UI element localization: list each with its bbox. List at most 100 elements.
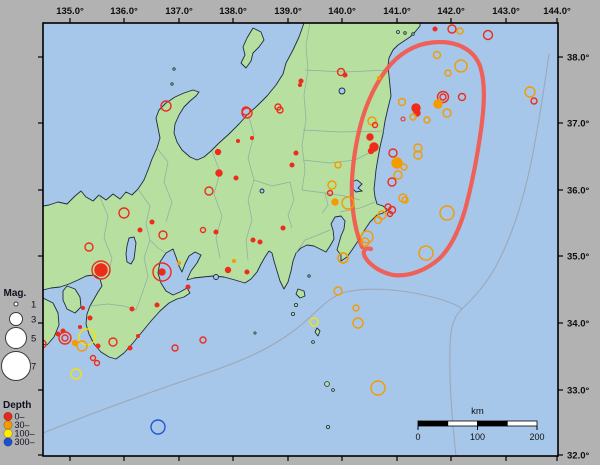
lake xyxy=(125,236,137,265)
epicenter-circle xyxy=(352,304,360,312)
epicenter-circle xyxy=(326,189,334,197)
islet xyxy=(396,30,400,34)
landmass xyxy=(43,23,421,360)
epicenter-circle xyxy=(233,175,239,181)
prefecture-boundary xyxy=(98,194,113,277)
epicenter-circle xyxy=(337,252,349,264)
epicenter-circle xyxy=(444,69,452,77)
prefecture-boundary xyxy=(302,129,385,133)
prefecture-boundaries xyxy=(89,23,389,311)
epicenter-circle xyxy=(249,135,255,141)
epicenter-circle xyxy=(397,97,407,107)
epicenter-circle xyxy=(454,59,468,73)
epicenter-circle xyxy=(366,133,374,141)
earthquake-epicenters xyxy=(43,24,538,435)
map-frame-border xyxy=(42,22,559,457)
epicenter-circle xyxy=(524,86,536,98)
epicenter-circle xyxy=(149,219,155,225)
prefecture-boundary xyxy=(149,239,167,254)
epicenter-circle xyxy=(55,331,61,337)
depth-legend-value: 100– xyxy=(15,429,35,439)
epicenter-circle xyxy=(409,113,417,121)
epicenter-circle xyxy=(224,266,232,274)
longitude-label: 137.0° xyxy=(165,6,193,17)
magnitude-legend-circle xyxy=(13,301,19,307)
islet xyxy=(172,67,176,71)
longitude-label: 144.0° xyxy=(543,6,571,17)
longitude-label: 143.0° xyxy=(492,6,520,17)
epicenter-circle xyxy=(118,207,130,219)
latitude-label: 35.0° xyxy=(567,252,589,263)
epicenter-circle xyxy=(94,263,108,277)
epicenter-circle xyxy=(413,143,423,153)
epicenter-circle xyxy=(398,193,408,203)
map-frame xyxy=(42,22,559,457)
magnitude-legend-value: 3 xyxy=(31,315,36,326)
epicenter-circle xyxy=(442,108,452,118)
islet xyxy=(324,381,330,387)
epicenter-circle xyxy=(447,24,457,34)
epicenter-circle xyxy=(70,368,82,380)
magnitude-legend-value: 7 xyxy=(31,362,36,373)
epicenter-circle xyxy=(439,205,455,221)
scale-bar-tick-label: 100 xyxy=(470,432,485,442)
aftershock-zone-path xyxy=(349,39,486,278)
epicenter-circle xyxy=(433,99,443,109)
epicenter-circle xyxy=(456,27,464,35)
epicenter-circle xyxy=(423,116,431,124)
depth-legend-title: Depth xyxy=(3,400,31,411)
epicenter-circle xyxy=(199,336,207,344)
prefecture-boundary xyxy=(287,181,295,229)
epicenter-circle xyxy=(71,339,79,347)
depth-legend-dot xyxy=(3,437,13,447)
map-canvas[interactable]: km 0 100 200 xyxy=(38,23,558,456)
epicenter-circle xyxy=(250,237,256,243)
epicenter-circle xyxy=(235,138,241,144)
latitude-label: 36.0° xyxy=(567,186,589,197)
latitude-label: 34.0° xyxy=(567,319,589,330)
depth-legend-value: 300– xyxy=(15,437,35,447)
magnitude-legend-value: 1 xyxy=(31,300,36,311)
longitude-label: 136.0° xyxy=(110,6,138,17)
latitude-label: 38.0° xyxy=(567,53,589,64)
epicenter-circle xyxy=(215,169,223,177)
magnitude-legend-title: Mag. xyxy=(4,288,27,299)
trench-lines xyxy=(43,53,550,456)
epicenter-circle xyxy=(87,315,93,321)
scale-bar-tick-label: 0 xyxy=(415,432,420,442)
aftershock-zone-outline xyxy=(349,39,486,278)
epicenter-circle xyxy=(293,150,299,156)
trench-line xyxy=(43,288,463,434)
depth-legend-dot xyxy=(3,428,13,438)
epicenter-circle xyxy=(439,93,447,101)
magnitude-legend-circle xyxy=(5,327,27,349)
prefecture-boundary xyxy=(339,201,376,213)
latitude-label: 37.0° xyxy=(567,119,589,130)
depth-legend-dot xyxy=(3,420,13,430)
epicenter-circle xyxy=(400,116,406,122)
islet xyxy=(253,331,257,335)
landmass xyxy=(295,288,306,299)
scale-bar-segment xyxy=(447,420,478,427)
epicenter-circle xyxy=(387,177,397,187)
epicenter-circle xyxy=(367,147,375,155)
lake xyxy=(213,274,219,280)
epicenter-circle xyxy=(176,260,182,266)
latitude-label: 33.0° xyxy=(567,386,589,397)
magnitude-legend-circle xyxy=(9,312,23,326)
epicenter-circle xyxy=(76,340,88,352)
epicenter-circle xyxy=(213,229,219,235)
islet xyxy=(311,340,315,344)
magnitude-legend: Mag. 1 3 5 7 xyxy=(1,288,36,381)
scale-bar-tick-label: 200 xyxy=(529,432,544,442)
prefecture-boundary xyxy=(247,113,255,181)
epicenter-circle xyxy=(342,72,348,78)
scale-bar-segment xyxy=(477,420,508,427)
depth-legend-dot xyxy=(3,411,13,421)
landmass xyxy=(314,327,321,337)
epicenter-circle xyxy=(386,210,394,218)
epicenter-circle xyxy=(129,306,135,312)
epicenter-circle xyxy=(241,107,253,119)
islet xyxy=(293,302,298,307)
